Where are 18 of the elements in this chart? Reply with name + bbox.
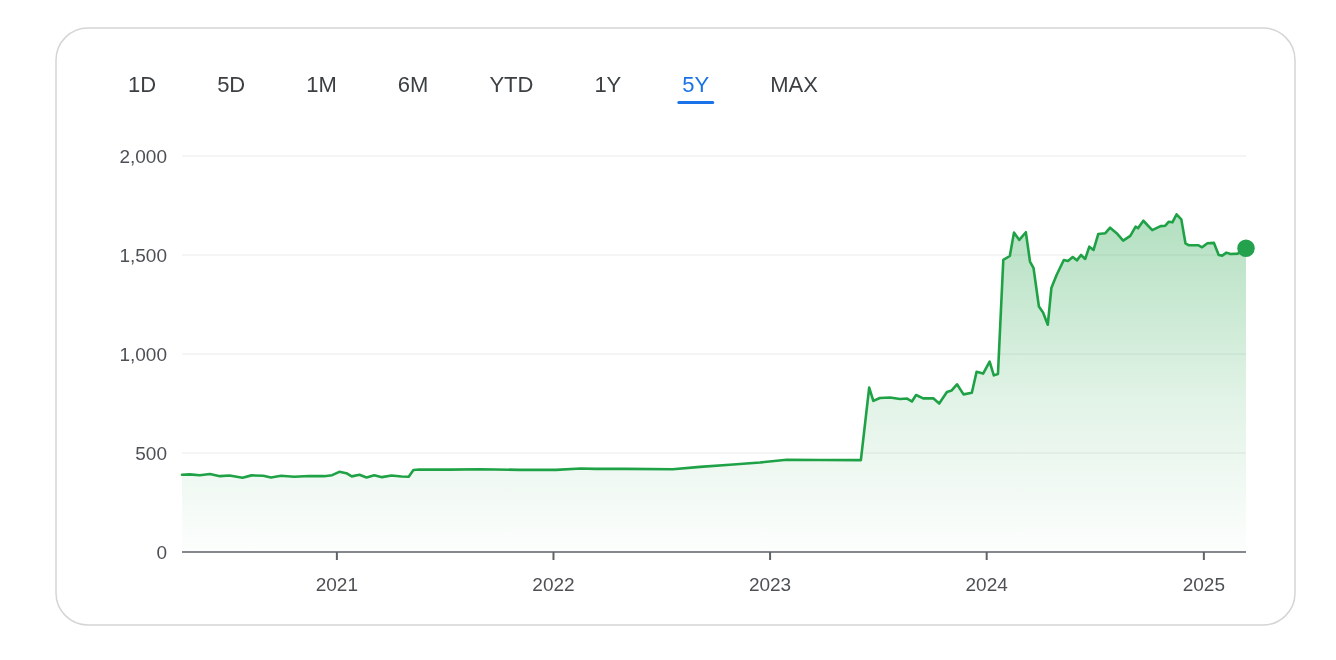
text: 5Y [682, 72, 710, 97]
text: 1Y [594, 72, 622, 97]
text: 1M [306, 72, 337, 97]
text: 6M [397, 72, 429, 97]
x-tick-label: 2024 [965, 574, 1009, 595]
y-tick-label: 500 [135, 442, 167, 464]
y-tick-label: 1,000 [119, 343, 167, 365]
text: 5D [217, 72, 246, 97]
x-tick-label: 2023 [748, 574, 792, 595]
x-tick-label: 2021 [315, 574, 359, 595]
text: MAX [770, 72, 819, 97]
text: 1D [128, 72, 157, 97]
x-tick-label: 2025 [1182, 574, 1226, 595]
y-tick-label: 1,500 [119, 244, 167, 266]
y-tick-label: 0 [156, 541, 167, 563]
y-tick-label: 2,000 [119, 145, 167, 167]
text: YTD [489, 72, 534, 97]
x-tick-label: 2022 [532, 574, 575, 595]
